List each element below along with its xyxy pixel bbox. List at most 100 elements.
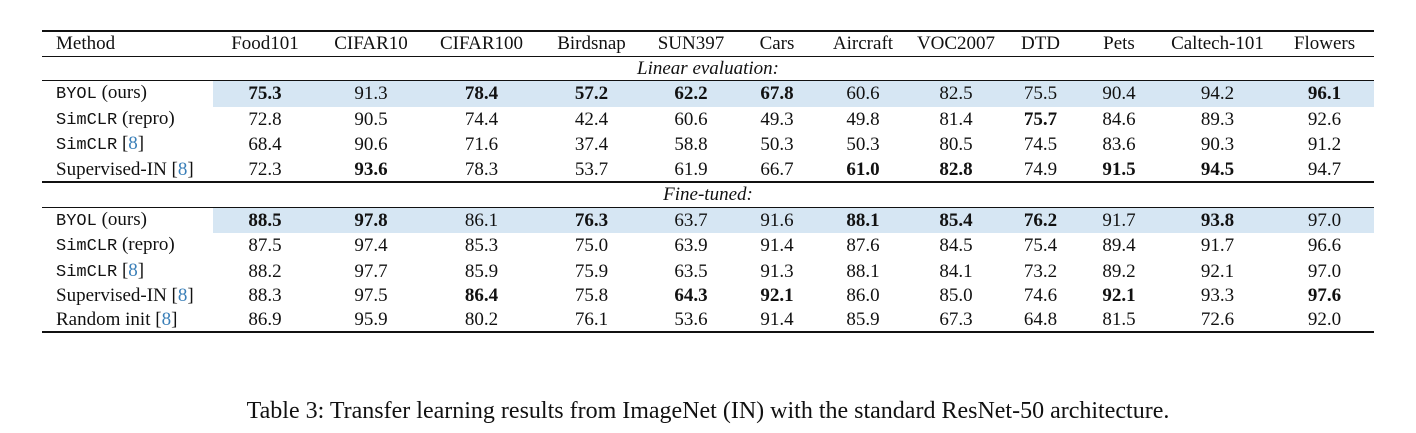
- value-cell: 90.4: [1078, 80, 1160, 107]
- value-cell: 90.6: [354, 134, 388, 155]
- method-cell: BYOL (ours): [42, 207, 213, 233]
- value-cell: 86.4: [464, 285, 499, 306]
- value-cell: 91.6: [737, 207, 817, 233]
- table-row: BYOL (ours) 75.3 91.3 78.4 57.2 62.2 67.8 60.6 8…: [42, 80, 1374, 107]
- value-cell: 92.6: [1307, 108, 1342, 130]
- table-row: Random init [8] 86.9 95.9 80.2 76.1 53.6 91.4 8…: [42, 308, 1374, 332]
- value-cell: 84.6: [1102, 108, 1136, 130]
- value-cell: 86.0: [846, 285, 880, 306]
- section-heading-row: Linear evaluation:: [42, 56, 1374, 81]
- value-cell: 91.4: [760, 308, 794, 330]
- table-row: Supervised-IN [8] 72.3 93.6 78.3 53.7 61.9 66.…: [42, 158, 1374, 182]
- value-cell: 75.7: [1023, 108, 1058, 130]
- method-name: BYOL: [56, 211, 97, 231]
- section-title: Linear evaluation:: [637, 57, 779, 79]
- value-cell: 72.3: [248, 158, 282, 180]
- value-cell: 87.6: [846, 235, 880, 256]
- citation-bracket: ]: [137, 133, 145, 154]
- method-cell: SimCLR (repro): [42, 107, 213, 133]
- value-cell: 91.4: [760, 235, 794, 256]
- value-cell: 97.0: [1275, 207, 1374, 233]
- value-cell: 97.4: [354, 235, 388, 256]
- value-cell: 60.6: [817, 80, 909, 107]
- value-cell: 88.1: [817, 207, 909, 233]
- value-cell: 91.3: [317, 80, 425, 107]
- value-cell: 75.9: [574, 260, 609, 282]
- value-cell: 50.3: [760, 134, 794, 155]
- section-title: Fine-tuned:: [663, 184, 753, 205]
- value-cell: 76.3: [538, 207, 645, 233]
- value-cell: 76.1: [574, 308, 609, 330]
- citation-link[interactable]: 8: [161, 308, 172, 330]
- value-cell: 66.7: [760, 158, 794, 180]
- citation-bracket: ]: [137, 259, 145, 281]
- section-heading-row: Fine-tuned:: [42, 182, 1374, 207]
- method-name: SimCLR: [56, 110, 118, 130]
- value-cell: 82.8: [939, 158, 973, 180]
- value-cell: 50.3: [846, 134, 880, 155]
- value-cell: 94.2: [1160, 80, 1275, 107]
- method-cell: SimCLR (repro): [42, 233, 213, 259]
- value-cell: 78.3: [464, 158, 499, 180]
- value-cell: 91.7: [1078, 207, 1160, 233]
- table-row: BYOL (ours) 88.5 97.8 86.1 76.3 63.7 91.6 88.1 8…: [42, 207, 1374, 233]
- value-cell: 85.9: [464, 260, 499, 282]
- value-cell: 64.3: [674, 285, 708, 306]
- value-cell: 85.4: [909, 207, 1003, 233]
- column-header: Cars: [759, 33, 795, 54]
- value-cell: 89.2: [1102, 260, 1136, 282]
- column-header: CIFAR10: [334, 33, 408, 54]
- value-cell: 57.2: [538, 80, 645, 107]
- column-header: Flowers: [1293, 33, 1356, 54]
- value-cell: 88.1: [846, 260, 880, 282]
- citation-link[interactable]: 8: [177, 285, 188, 306]
- value-cell: 76.2: [1003, 207, 1078, 233]
- value-cell: 91.7: [1200, 235, 1235, 256]
- value-cell: 85.0: [939, 285, 973, 306]
- value-cell: 84.1: [939, 260, 973, 282]
- method-suffix: Random init [: [56, 308, 162, 330]
- value-cell: 96.6: [1307, 235, 1342, 256]
- value-cell: 71.6: [464, 134, 499, 155]
- value-cell: 92.1: [1102, 285, 1136, 306]
- method-suffix: [: [117, 259, 129, 281]
- value-cell: 97.8: [317, 207, 425, 233]
- method-suffix: (ours): [96, 208, 147, 230]
- value-cell: 64.8: [1023, 308, 1058, 330]
- value-cell: 92.1: [760, 285, 794, 306]
- value-cell: 93.8: [1160, 207, 1275, 233]
- column-header: Birdsnap: [557, 33, 626, 54]
- value-cell: 93.6: [354, 158, 388, 180]
- value-cell: 90.5: [354, 108, 388, 130]
- value-cell: 75.3: [213, 80, 317, 107]
- header-row: Method Food101 CIFAR10 CIFAR100 Birdsnap SUN3…: [42, 31, 1374, 56]
- citation-link[interactable]: 8: [128, 133, 138, 154]
- value-cell: 49.8: [846, 108, 880, 130]
- value-cell: 68.4: [248, 134, 282, 155]
- value-cell: 91.3: [760, 260, 794, 282]
- citation-link[interactable]: 8: [128, 259, 138, 281]
- value-cell: 91.2: [1307, 134, 1342, 155]
- value-cell: 81.4: [939, 108, 973, 130]
- value-cell: 81.5: [1102, 308, 1136, 330]
- value-cell: 75.0: [574, 235, 609, 256]
- table-row: SimCLR [8] 88.2 97.7 85.9 75.9 63.5 91.3 88.1 84…: [42, 259, 1374, 285]
- method-cell: Supervised-IN [8]: [42, 284, 213, 308]
- method-cell: SimCLR [8]: [42, 259, 213, 285]
- column-header: VOC2007: [916, 33, 996, 54]
- method-suffix: (ours): [96, 82, 147, 103]
- value-cell: 75.8: [574, 285, 609, 306]
- value-cell: 86.9: [248, 308, 282, 330]
- value-cell: 92.0: [1307, 308, 1342, 330]
- column-header: DTD: [1020, 33, 1061, 54]
- value-cell: 90.3: [1200, 134, 1235, 155]
- value-cell: 92.1: [1200, 260, 1235, 282]
- value-cell: 85.9: [846, 308, 880, 330]
- value-cell: 97.5: [354, 285, 388, 306]
- value-cell: 80.5: [939, 134, 973, 155]
- value-cell: 53.7: [574, 158, 609, 180]
- citation-bracket: ]: [187, 158, 194, 180]
- column-header: Pets: [1103, 33, 1135, 54]
- table-row: SimCLR (repro) 72.8 90.5 74.4 42.4 60.6 49.3 49…: [42, 107, 1374, 133]
- citation-link[interactable]: 8: [177, 158, 188, 180]
